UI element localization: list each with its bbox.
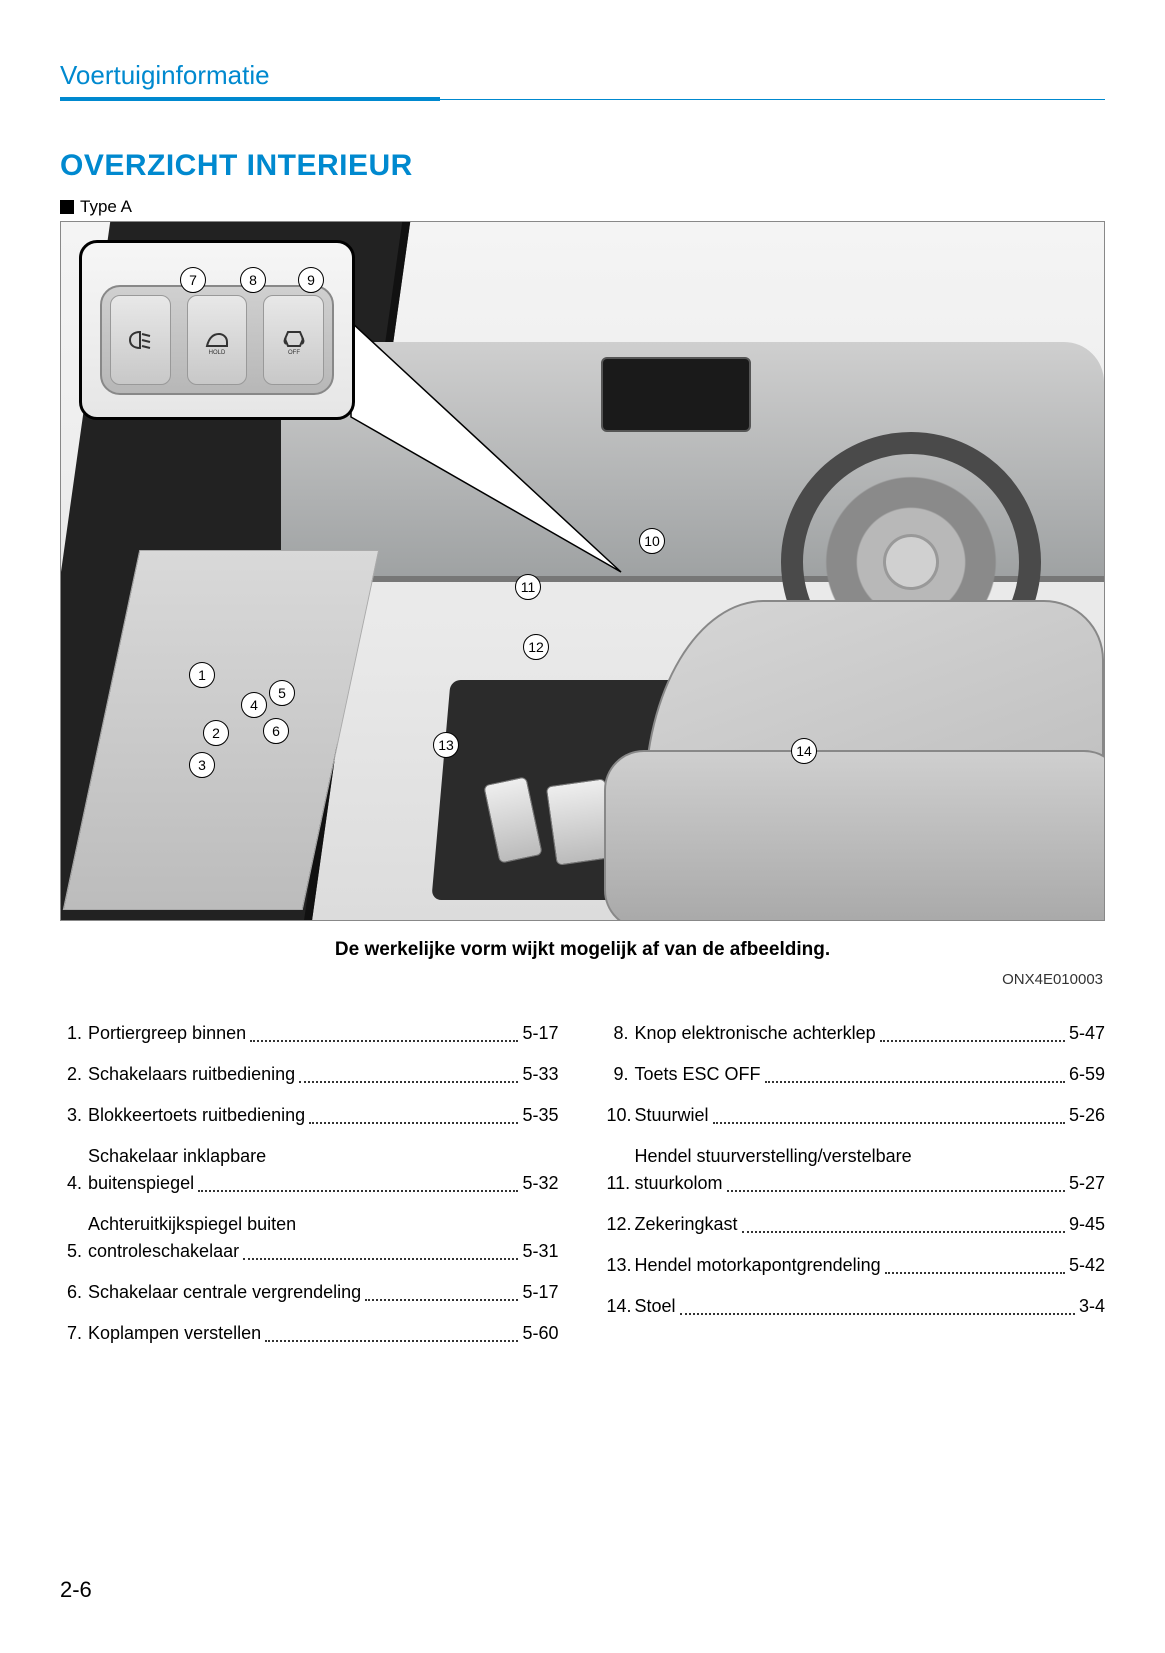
callout-9: 9 (298, 267, 324, 293)
callout-14: 14 (791, 738, 817, 764)
index-columns: 1.Portiergreep binnen 5-17 2.Schakelaars r… (60, 1020, 1105, 1361)
index-entry: 10.Stuurwiel 5-26 (607, 1102, 1106, 1129)
index-number: 13. (607, 1252, 635, 1279)
index-number: 2. (60, 1061, 88, 1088)
index-page: 5-42 (1069, 1252, 1105, 1279)
index-text: Achteruitkijkspiegel buiten (88, 1211, 559, 1238)
index-entry: 14.Stoel 3-4 (607, 1293, 1106, 1320)
index-text: Schakelaar centrale vergrendeling (88, 1279, 361, 1306)
callout-2: 2 (203, 720, 229, 746)
index-text: Stuurwiel (635, 1102, 709, 1129)
index-text: Portiergreep binnen (88, 1020, 246, 1047)
index-text: Hendel motorkapontgrendeling (635, 1252, 881, 1279)
index-text: stuurkolom (635, 1170, 723, 1197)
svg-text:HOLD: HOLD (209, 350, 226, 356)
callout-6: 6 (263, 718, 289, 744)
index-column-left: 1.Portiergreep binnen 5-17 2.Schakelaars r… (60, 1020, 559, 1361)
square-bullet-icon (60, 200, 74, 214)
index-entry: 6.Schakelaar centrale vergrendeling 5-17 (60, 1279, 559, 1306)
callout-1: 1 (189, 662, 215, 688)
index-entry: 4.Schakelaar inklapbarebuitenspiegel 5-32 (60, 1143, 559, 1197)
esc-off-button: OFF (263, 295, 324, 385)
headlamp-level-button (110, 295, 171, 385)
page-header: Voertuiginformatie (60, 60, 1105, 101)
index-number: 12. (607, 1211, 635, 1238)
callout-8: 8 (240, 267, 266, 293)
index-entry: 12.Zekeringkast 9-45 (607, 1211, 1106, 1238)
header-rule (60, 97, 1105, 101)
index-entry: 9.Toets ESC OFF 6-59 (607, 1061, 1106, 1088)
svg-text:OFF: OFF (288, 350, 300, 356)
index-page: 9-45 (1069, 1211, 1105, 1238)
index-page: 5-47 (1069, 1020, 1105, 1047)
callout-10: 10 (639, 528, 665, 554)
index-entry: 1.Portiergreep binnen 5-17 (60, 1020, 559, 1047)
callout-7: 7 (180, 267, 206, 293)
index-number: 1. (60, 1020, 88, 1047)
index-text: Knop elektronische achterklep (635, 1020, 876, 1047)
index-number: 9. (607, 1061, 635, 1088)
index-page: 5-26 (1069, 1102, 1105, 1129)
index-number: 14. (607, 1293, 635, 1320)
index-page: 5-27 (1069, 1170, 1105, 1197)
figure-caption: De werkelijke vorm wijkt mogelijk af van… (60, 939, 1105, 961)
index-page: 5-32 (522, 1170, 558, 1197)
figure-type-label: Type A (60, 197, 1105, 217)
index-page: 5-17 (522, 1279, 558, 1306)
index-number: 10. (607, 1102, 635, 1129)
index-text: Hendel stuurverstelling/verstelbare (635, 1143, 1106, 1170)
index-text: Stoel (635, 1293, 676, 1320)
index-number: 8. (607, 1020, 635, 1047)
index-text: controleschakelaar (88, 1238, 239, 1265)
callout-13: 13 (433, 732, 459, 758)
index-page: 5-60 (522, 1320, 558, 1347)
inset-panel: HOLD OFF 7 8 9 (79, 240, 355, 420)
callout-5: 5 (269, 680, 295, 706)
type-text: Type A (80, 197, 132, 217)
index-page: 5-17 (522, 1020, 558, 1047)
index-number: 6. (60, 1279, 88, 1306)
index-entry: 13.Hendel motorkapontgrendeling 5-42 (607, 1252, 1106, 1279)
index-text: Schakelaar inklapbare (88, 1143, 559, 1170)
index-entry: 2.Schakelaars ruitbediening 5-33 (60, 1061, 559, 1088)
index-text: Koplampen verstellen (88, 1320, 261, 1347)
index-number: 3. (60, 1102, 88, 1129)
index-page: 5-31 (522, 1238, 558, 1265)
index-number: 5. (60, 1238, 88, 1265)
index-text: Zekeringkast (635, 1211, 738, 1238)
index-page: 3-4 (1079, 1293, 1105, 1320)
index-page: 6-59 (1069, 1061, 1105, 1088)
index-text: Blokkeertoets ruitbediening (88, 1102, 305, 1129)
index-column-right: 8.Knop elektronische achterklep 5-47 9.Toe… (607, 1020, 1106, 1361)
callout-11: 11 (515, 574, 541, 600)
index-text: Schakelaars ruitbediening (88, 1061, 295, 1088)
index-page: 5-33 (522, 1061, 558, 1088)
index-entry: 5.Achteruitkijkspiegel buitencontrolesch… (60, 1211, 559, 1265)
callout-3: 3 (189, 752, 215, 778)
breadcrumb: Voertuiginformatie (60, 60, 1105, 97)
index-number: 11. (607, 1170, 635, 1197)
index-page: 5-35 (522, 1102, 558, 1129)
page-number: 2-6 (60, 1577, 92, 1603)
section-title: OVERZICHT INTERIEUR (60, 149, 1105, 183)
index-entry: 7.Koplampen verstellen 5-60 (60, 1320, 559, 1347)
index-number: 4. (60, 1170, 88, 1197)
index-text: Toets ESC OFF (635, 1061, 761, 1088)
tailgate-button: HOLD (187, 295, 248, 385)
index-number: 7. (60, 1320, 88, 1347)
index-text: buitenspiegel (88, 1170, 194, 1197)
callout-12: 12 (523, 634, 549, 660)
index-entry: 8.Knop elektronische achterklep 5-47 (607, 1020, 1106, 1047)
index-entry: 11.Hendel stuurverstelling/verstelbarest… (607, 1143, 1106, 1197)
figure-code: ONX4E010003 (60, 971, 1105, 988)
index-entry: 3.Blokkeertoets ruitbediening 5-35 (60, 1102, 559, 1129)
callout-4: 4 (241, 692, 267, 718)
interior-figure: HOLD OFF 789 1234561011121314 (60, 221, 1105, 921)
